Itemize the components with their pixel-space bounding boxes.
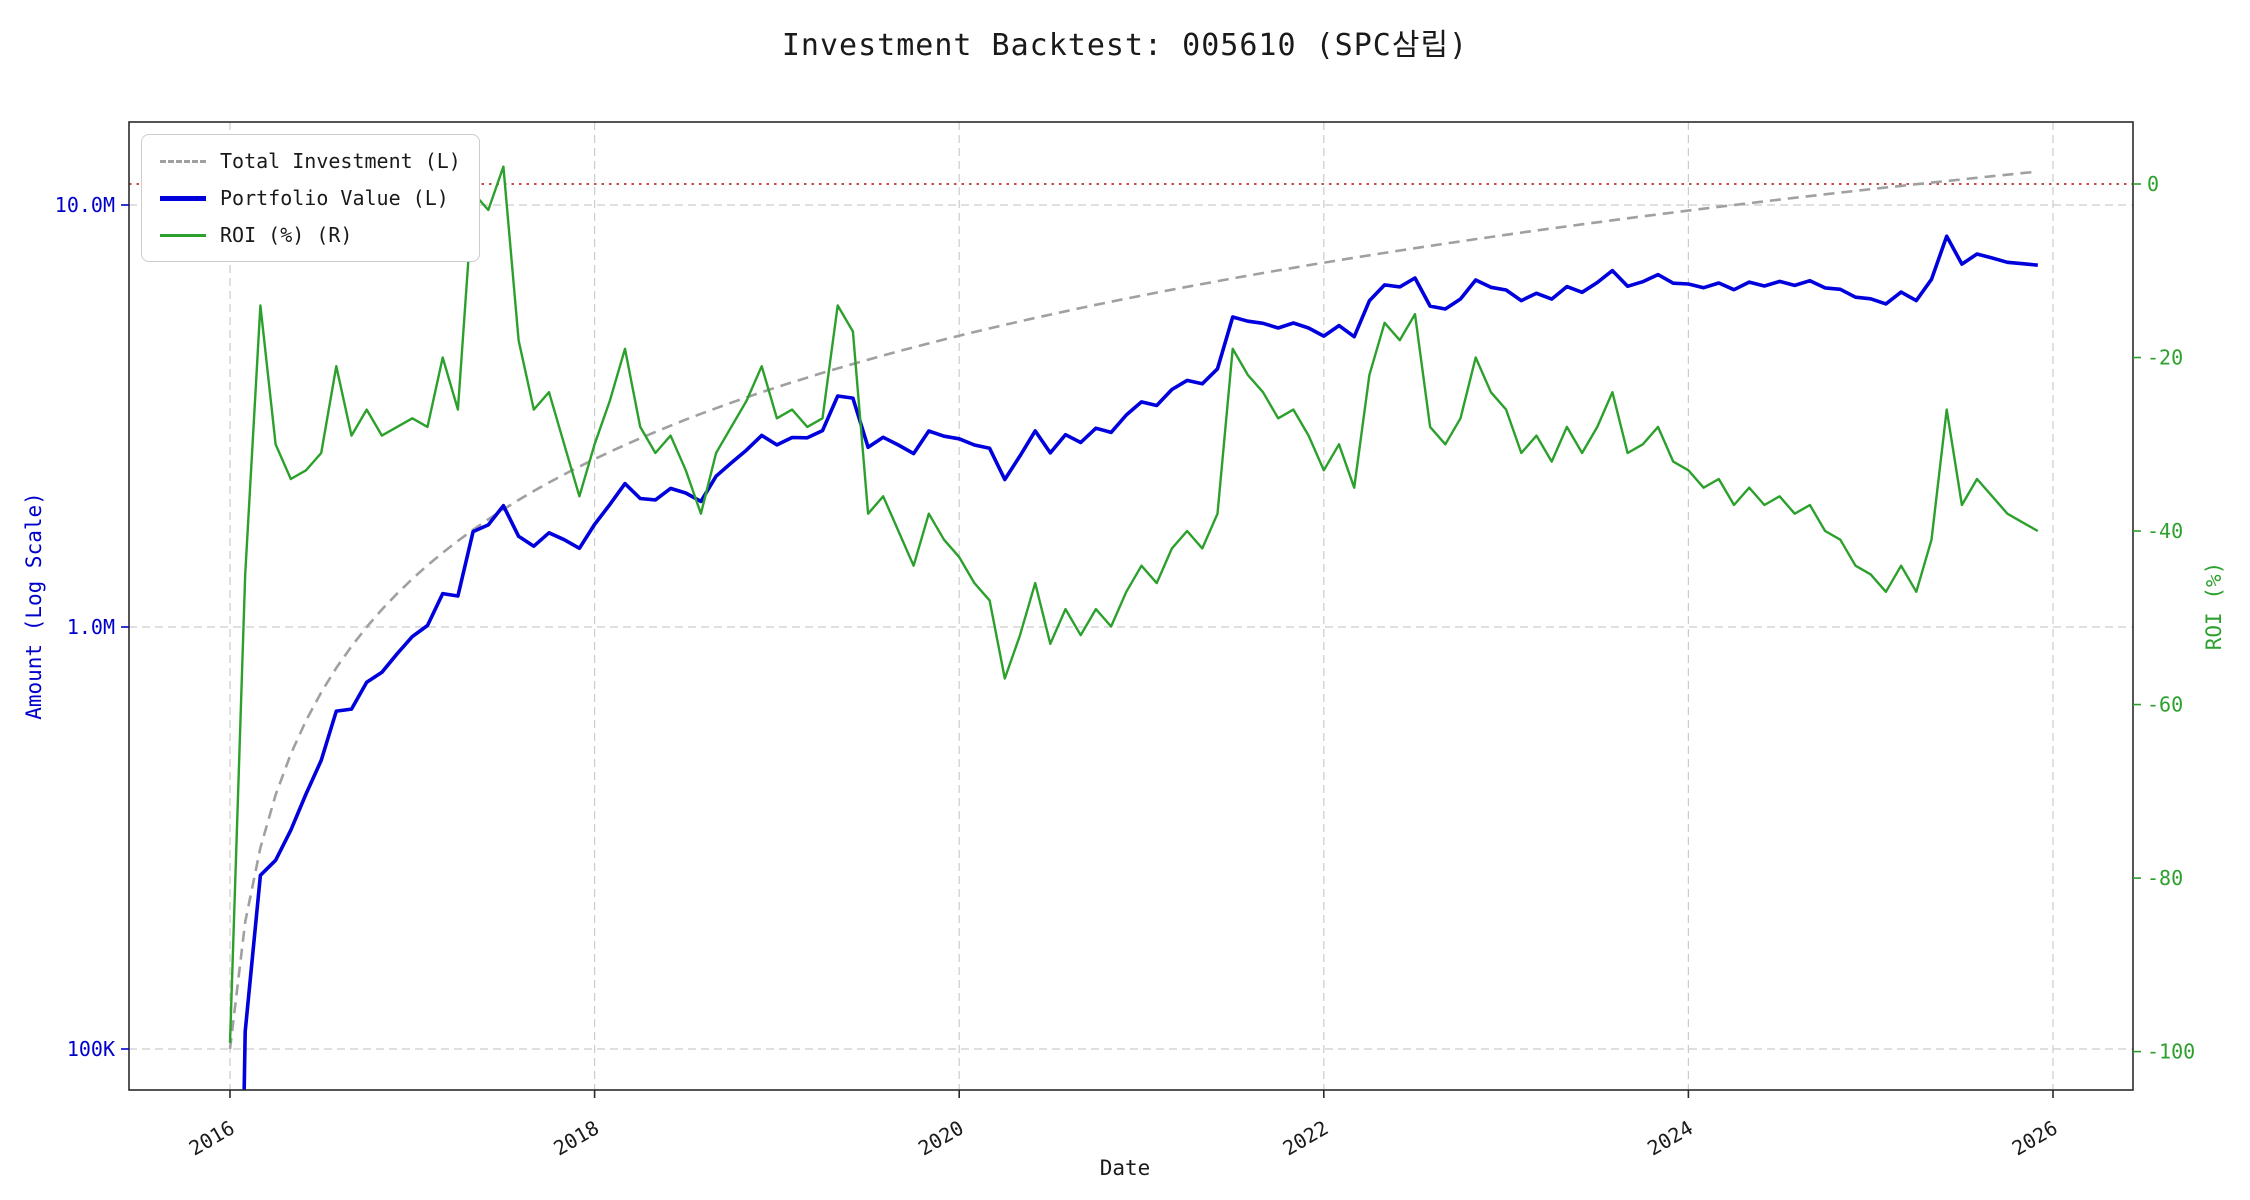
y-right-tick-label: -20: [2147, 346, 2183, 370]
chart-title: Investment Backtest: 005610 (SPC삼립): [781, 28, 1469, 63]
y-left-tick-label: 10.0M: [55, 193, 115, 217]
series-group: [228, 165, 2039, 1090]
legend: Total Investment (L) Portfolio Value (L)…: [141, 134, 480, 262]
legend-label: ROI (%) (R): [220, 223, 353, 247]
y-right-tick-label: -100: [2147, 1040, 2195, 1064]
legend-label: Total Investment (L): [220, 149, 461, 173]
axes-frame: [128, 121, 2134, 1091]
y-right-tick-label: -60: [2147, 693, 2183, 717]
roi-line-swatch: [160, 233, 206, 237]
y-right-tick-label: -80: [2147, 866, 2183, 890]
total-investment-line: [228, 170, 2038, 1050]
x-tick-label: 2018: [549, 1116, 603, 1161]
x-tick-label: 2016: [185, 1116, 239, 1161]
roi-line: [228, 165, 2039, 1043]
y-left-tick-label: 1.0M: [67, 615, 115, 639]
grid: [129, 122, 2133, 1090]
x-tick-label: 2026: [2008, 1116, 2062, 1161]
y-left-tick-label: 100K: [67, 1037, 115, 1061]
legend-item-portfolio-value: Portfolio Value (L): [160, 185, 461, 211]
x-tick-label: 2020: [914, 1116, 968, 1161]
legend-label: Portfolio Value (L): [220, 186, 449, 210]
legend-item-total-investment: Total Investment (L): [160, 148, 461, 174]
x-tick-label: 2024: [1643, 1116, 1697, 1161]
legend-item-roi: ROI (%) (R): [160, 222, 461, 248]
portfolio-value-line-swatch: [160, 195, 206, 201]
y-right-tick-label: -40: [2147, 519, 2183, 543]
y-right-tick-label: 0: [2147, 172, 2159, 196]
portfolio-value-line: [242, 234, 2038, 1090]
x-axis-label: Date: [1099, 1156, 1151, 1180]
x-tick-label: 2022: [1279, 1116, 1333, 1161]
total-investment-line-swatch: [160, 159, 206, 163]
